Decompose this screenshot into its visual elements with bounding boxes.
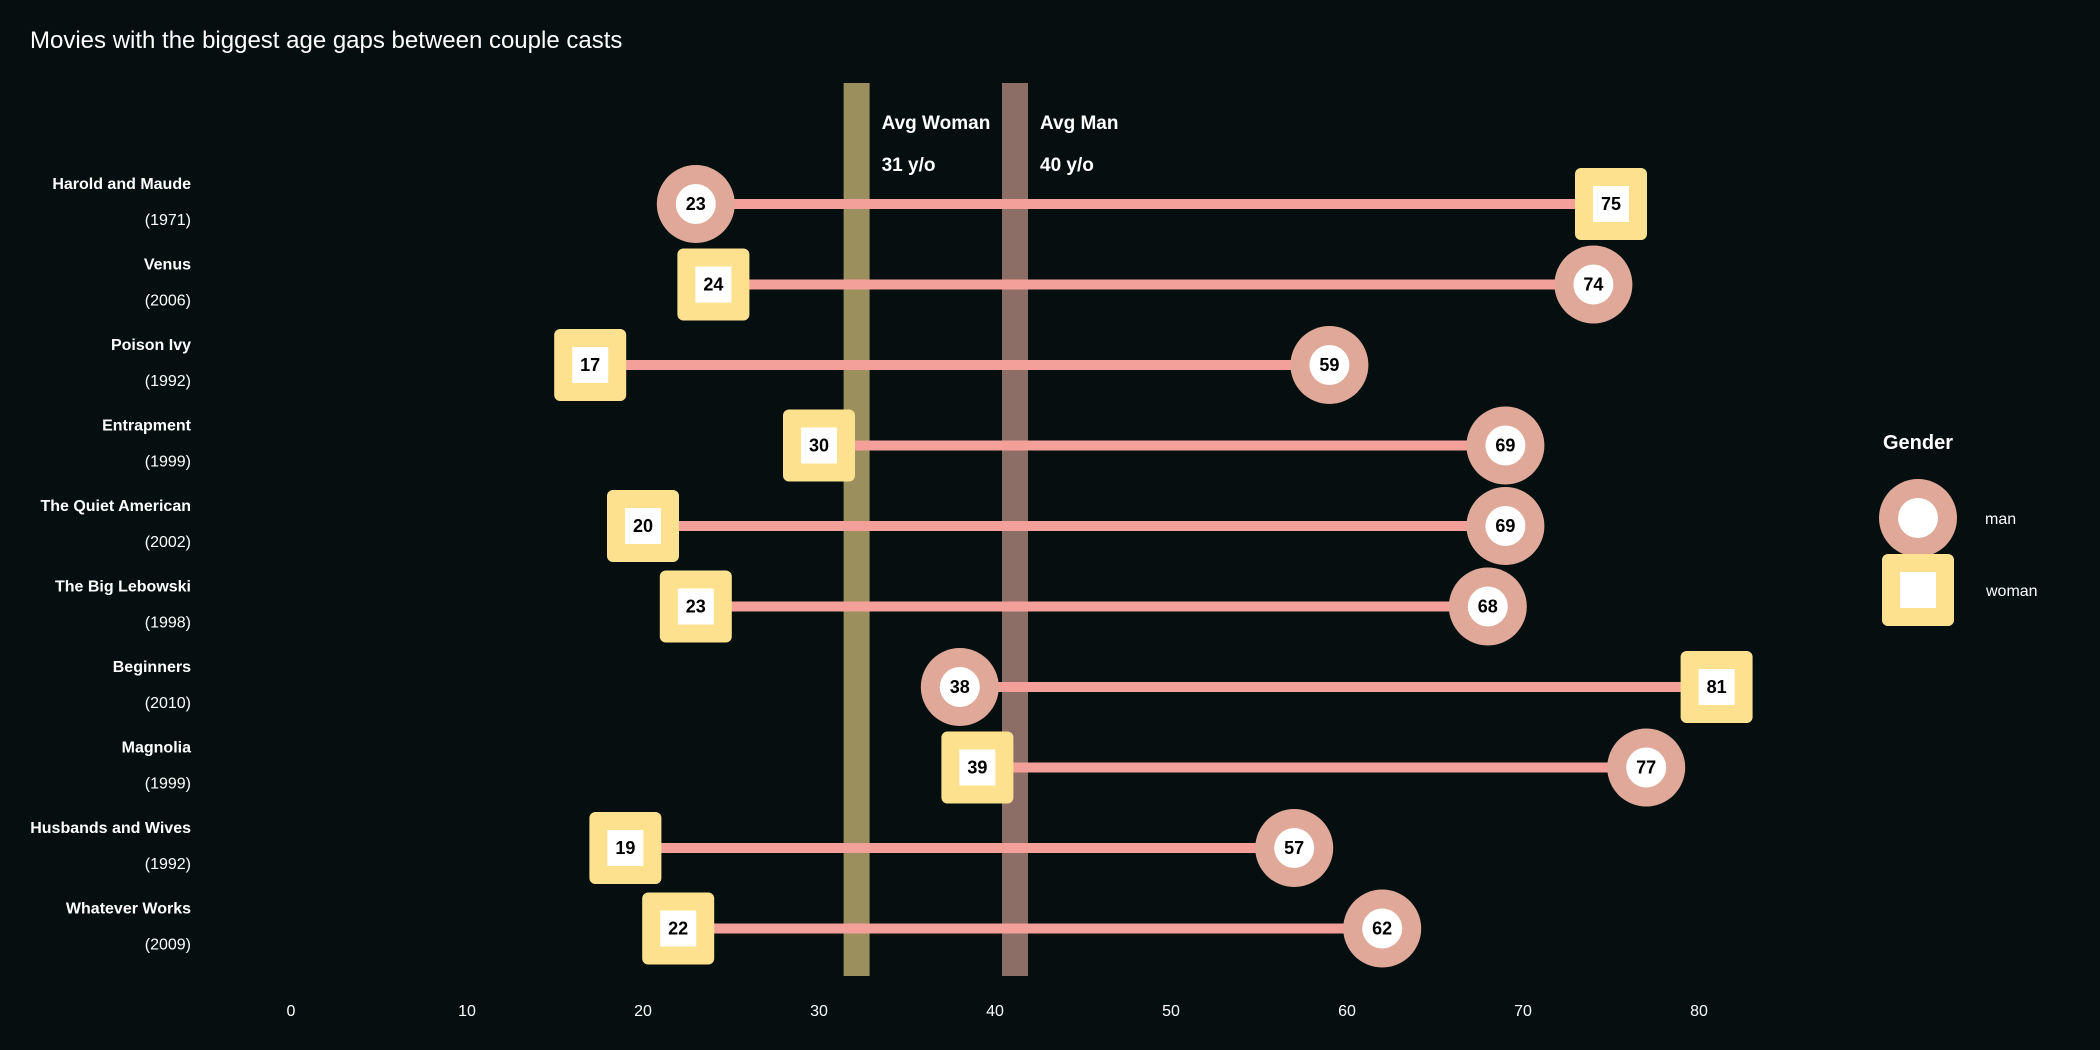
woman-age-label: 19 [615,838,635,858]
movie-year: (2002) [145,534,191,551]
man-age-label: 74 [1583,275,1603,295]
movie-row: Husbands and Wives (1992) 57 19 [30,809,1334,887]
x-axis: 0 10 20 30 40 50 60 70 80 [287,1003,1708,1020]
movie-title: Husbands and Wives [30,820,191,837]
legend-man-label: man [1985,511,2016,528]
woman-age-label: 17 [580,355,600,375]
movie-year: (2010) [145,695,191,712]
man-marker-inner [1485,506,1526,546]
man-age-label: 62 [1372,919,1392,939]
legend-man-symbol-inner [1898,498,1938,538]
avg-label: Avg Man [1040,113,1118,134]
movie-title: The Quiet American [40,498,191,515]
movie-row: Venus (2006) 74 24 [144,245,1633,324]
man-marker-inner [939,667,980,707]
man-age-label: 23 [686,194,706,214]
woman-marker-inner [1698,669,1735,705]
movie-row: Beginners (2010) 38 81 [113,648,1753,726]
movie-row: Harold and Maude (1971) 23 75 [52,165,1647,243]
woman-age-label: 22 [668,919,688,939]
woman-marker-inner [1593,186,1629,222]
man-marker-inner [1485,425,1526,466]
man-age-label: 69 [1495,516,1515,536]
movie-year: (1971) [145,212,191,229]
legend-woman-symbol-inner [1900,572,1936,608]
chart-title: Movies with the biggest age gaps between… [30,27,622,54]
woman-marker-inner [625,508,661,544]
movie-title: The Big Lebowski [55,579,191,596]
movie-rows: Harold and Maude (1971) 23 75 Venus (2006) 74 2… [30,165,1753,968]
man-marker-inner [1274,828,1315,868]
woman-marker-inner [959,749,996,786]
movie-row: The Quiet American (2002) 69 20 [40,487,1545,565]
movie-year: (1999) [145,454,191,471]
x-tick-label: 30 [810,1003,828,1020]
man-marker-inner [675,184,716,224]
movie-title: Entrapment [102,418,192,435]
movie-title: Harold and Maude [52,176,191,193]
movie-year: (1992) [145,856,191,873]
x-tick-label: 0 [287,1003,296,1020]
woman-marker-inner [607,830,644,866]
x-tick-label: 10 [458,1003,476,1020]
legend: Gender man woman [1879,432,2038,626]
movie-title: Poison Ivy [111,337,191,354]
man-marker-inner [1467,586,1508,627]
man-age-label: 57 [1284,838,1304,858]
x-tick-label: 20 [634,1003,652,1020]
x-tick-label: 60 [1338,1003,1356,1020]
woman-age-label: 81 [1707,677,1727,697]
woman-age-label: 24 [703,275,723,295]
movie-title: Venus [144,257,191,274]
x-tick-label: 70 [1514,1003,1532,1020]
avg-value-label: 31 y/o [882,155,936,176]
man-age-label: 68 [1478,597,1498,617]
movie-year: (1999) [145,776,191,793]
movie-row: Magnolia (1999) 77 39 [122,728,1686,807]
avg-label: Avg Woman [882,113,991,134]
man-marker-inner [1573,264,1614,305]
movie-year: (2009) [145,937,191,954]
man-marker-inner [1309,345,1350,385]
man-age-label: 38 [950,677,970,697]
man-marker-inner [1362,908,1403,949]
woman-age-label: 23 [686,597,706,617]
man-age-label: 77 [1636,758,1656,778]
x-tick-label: 80 [1690,1003,1708,1020]
movie-title: Whatever Works [66,901,191,918]
movie-row: Entrapment (1999) 69 30 [102,406,1545,485]
movie-row: The Big Lebowski (1998) 68 23 [55,567,1527,646]
avg-value-label: 40 y/o [1040,155,1094,176]
woman-marker-inner [572,347,609,383]
x-tick-label: 40 [986,1003,1004,1020]
woman-age-label: 30 [809,436,829,456]
woman-marker-inner [695,266,732,303]
movie-row: Whatever Works (2009) 62 22 [66,889,1422,968]
man-age-label: 59 [1319,355,1339,375]
legend-woman-label: woman [1985,583,2038,600]
woman-marker-inner [677,588,714,625]
movie-title: Magnolia [122,740,191,757]
woman-marker-inner [660,910,697,947]
movie-title: Beginners [113,659,191,676]
man-age-label: 69 [1495,436,1515,456]
legend-title: Gender [1883,432,1953,454]
movie-year: (1998) [145,615,191,632]
movie-year: (2006) [145,293,191,310]
woman-age-label: 39 [967,758,987,778]
woman-marker-inner [801,427,837,464]
movie-year: (1992) [145,373,191,390]
woman-age-label: 20 [633,516,653,536]
woman-age-label: 75 [1601,194,1621,214]
movie-row: Poison Ivy (1992) 59 17 [111,326,1369,404]
x-tick-label: 50 [1162,1003,1180,1020]
man-marker-inner [1626,747,1667,788]
